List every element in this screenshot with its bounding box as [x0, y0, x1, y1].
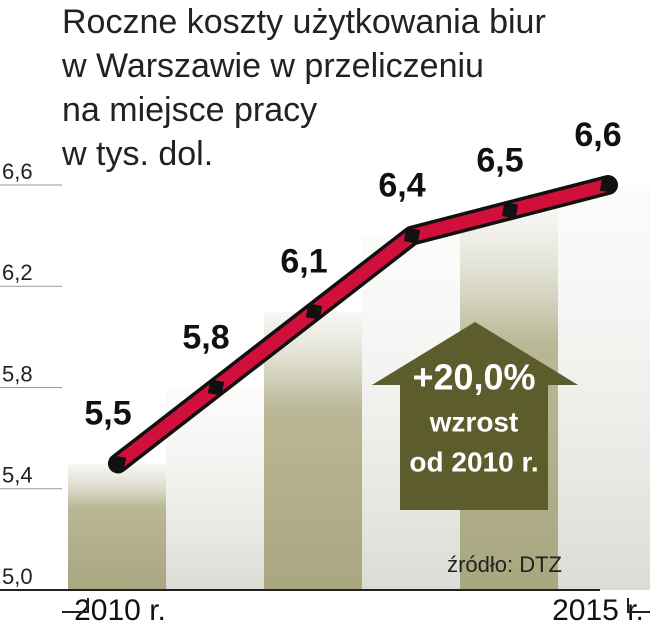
- marker: [501, 202, 519, 219]
- marker: [305, 303, 323, 320]
- y-tick-label: 5,4: [2, 463, 33, 488]
- x-tick-label: 2010 r.: [74, 594, 166, 627]
- column: [68, 463, 166, 590]
- arrow: [372, 322, 578, 510]
- x-bracket: [62, 598, 89, 613]
- marker: [599, 176, 617, 194]
- y-tick-label: 5,8: [2, 361, 33, 386]
- line: [111, 178, 615, 470]
- title-line: w tys. dol.: [61, 135, 213, 173]
- annotation: od 2010 r.: [409, 446, 538, 477]
- y-tick-label: 5,0: [2, 564, 33, 589]
- value-label: 6,1: [280, 243, 327, 281]
- value-label: 6,6: [574, 116, 621, 154]
- y-tick-label: 6,6: [2, 159, 33, 184]
- source: źródło: DTZ: [447, 552, 562, 577]
- title-line: Roczne koszty użytkowania biur: [62, 3, 546, 41]
- marker: [403, 227, 421, 244]
- title-line: na miejsce pracy: [62, 91, 317, 129]
- y-tick-label: 6,2: [2, 260, 33, 285]
- annotation: +20,0%: [412, 357, 535, 398]
- value-label: 5,5: [84, 394, 131, 432]
- title-line: w Warszawie w przeliczeniu: [61, 47, 484, 85]
- column: [558, 185, 650, 590]
- annotation: wzrost: [429, 406, 519, 437]
- marker: [207, 379, 225, 396]
- value-label: 6,4: [378, 167, 425, 205]
- x-tick-label: 2015 r.: [552, 594, 644, 627]
- column: [264, 311, 362, 590]
- value-label: 5,8: [182, 318, 229, 356]
- marker: [109, 455, 127, 472]
- x-bracket: [627, 598, 650, 613]
- value-label: 6,5: [476, 141, 523, 179]
